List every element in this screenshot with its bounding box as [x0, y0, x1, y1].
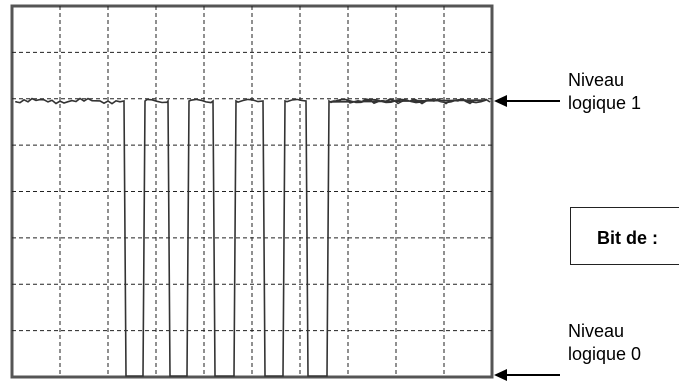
arrow-to-level-0	[494, 369, 560, 381]
arrow-to-level-1	[494, 95, 560, 107]
bit-label-text: Bit de :	[597, 228, 658, 248]
bit-label-box: Bit de :	[570, 207, 679, 265]
level-0-label-line1: Niveau	[568, 321, 625, 341]
scope-grid	[12, 6, 492, 377]
level-1-label-line1: Niveau	[568, 70, 625, 90]
level-0-label-line2: logique 0	[568, 344, 642, 364]
level-0-label: Niveau logique 0	[568, 320, 641, 366]
signal-trace	[15, 97, 491, 377]
level-1-label: Niveau logique 1	[568, 69, 641, 115]
arrowhead-icon	[494, 369, 507, 381]
arrowhead-icon	[494, 95, 507, 107]
level-1-label-line2: logique 1	[568, 93, 642, 113]
